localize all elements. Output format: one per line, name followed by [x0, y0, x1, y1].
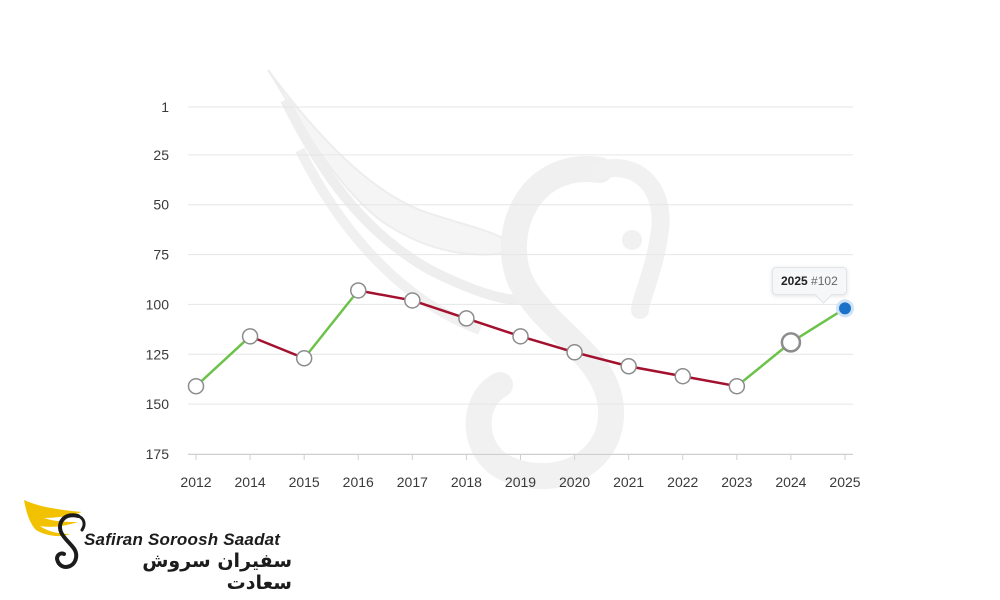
brand-name-fa: سفیران سروش سعادت [142, 550, 292, 594]
series-segment [573, 351, 630, 368]
data-point-2023[interactable] [728, 377, 746, 395]
data-point-2012[interactable] [187, 377, 205, 395]
data-point-2024[interactable] [780, 332, 802, 353]
data-point-2016[interactable] [350, 282, 367, 299]
x-tick-label: 2020 [559, 474, 590, 490]
x-tick-label: 2024 [775, 474, 806, 490]
x-tick-label: 2016 [343, 474, 374, 490]
series-segment [248, 335, 306, 360]
data-point-2019[interactable] [512, 328, 529, 345]
series-segment [519, 335, 576, 354]
x-tick-label: 2017 [397, 474, 428, 490]
data-point-2018[interactable] [458, 310, 475, 327]
series-segment [194, 335, 252, 388]
y-tick-label: 50 [153, 197, 169, 213]
y-tick-label: 75 [153, 247, 169, 263]
x-tick-label: 2022 [667, 474, 698, 490]
x-tick-label: 2014 [235, 474, 266, 490]
series-segment [735, 341, 793, 388]
brand-name-en: Safiran Soroosh Saadat [84, 530, 281, 549]
x-tick-label: 2019 [505, 474, 536, 490]
tooltip-rank: #102 [811, 274, 838, 289]
series-segment [411, 299, 468, 320]
y-tick-label: 150 [146, 396, 170, 412]
data-point-2014[interactable] [241, 328, 259, 345]
winged-s-logo-icon [24, 500, 86, 569]
series-segment [681, 374, 739, 388]
x-tick-label: 2018 [451, 474, 482, 490]
y-tick-label: 100 [146, 296, 170, 312]
y-tick-label: 125 [146, 346, 170, 362]
data-point-2022[interactable] [674, 367, 691, 385]
x-tick-label: 2023 [721, 474, 752, 490]
series-segment [357, 289, 414, 302]
x-tick-label: 2012 [180, 474, 211, 490]
y-tick-label: 25 [153, 147, 169, 163]
x-tick-label: 2021 [613, 474, 644, 490]
data-point-2021[interactable] [620, 358, 637, 375]
x-tick-label: 2015 [289, 474, 320, 490]
brand-logo: Safiran Soroosh Saadat سفیران سروش سعادت [22, 494, 292, 594]
series-segment [302, 289, 360, 360]
watermark-logo-icon [267, 69, 670, 490]
data-point-2017[interactable] [404, 292, 421, 309]
series-segment [627, 365, 684, 378]
y-tick-label: 175 [146, 446, 170, 462]
y-tick-label: 1 [161, 99, 169, 115]
tooltip-2025: 2025 #102 [772, 267, 847, 296]
data-point-2020[interactable] [566, 344, 583, 361]
series-segment [789, 307, 847, 344]
data-point-2015[interactable] [295, 350, 313, 367]
tooltip-year: 2025 [781, 274, 808, 289]
data-point-2025[interactable] [836, 299, 854, 318]
series-segment [465, 317, 522, 338]
x-tick-label: 2025 [829, 474, 860, 490]
